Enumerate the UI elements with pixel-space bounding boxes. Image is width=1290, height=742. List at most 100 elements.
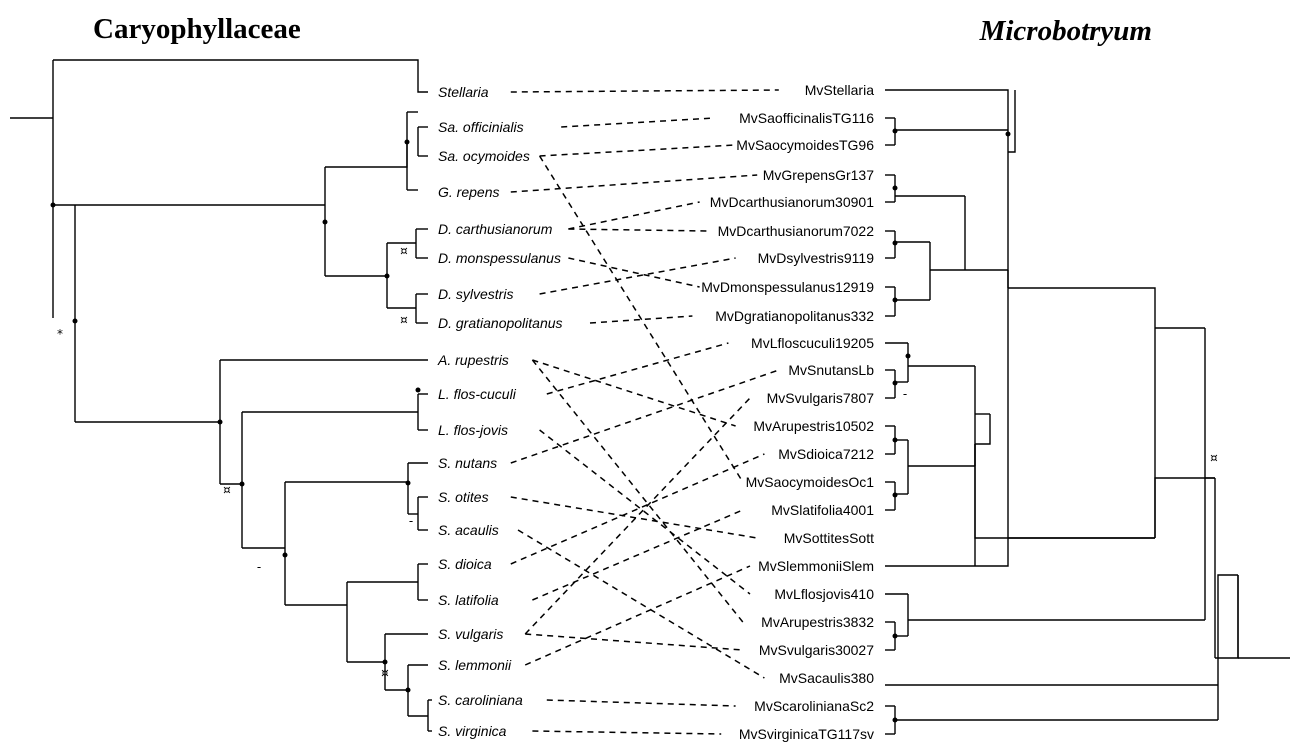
support-marks: * ¤ ¤ ¤ - - ¤ - ¤: [50, 128, 1218, 723]
host-label-sa-officinialis: Sa. officinialis: [438, 119, 524, 135]
host-label-s-caroliniana: S. caroliniana: [438, 692, 523, 708]
parasite-label-mvarupestris10502: MvArupestris10502: [753, 418, 874, 434]
support-mark-currency: ¤: [400, 313, 408, 327]
node-dot: [239, 481, 245, 487]
host-label-s-latifolia: S. latifolia: [438, 592, 499, 608]
parasite-branch: [1008, 287, 1156, 328]
association-link: [568, 228, 707, 232]
parasite-label-mvsacaulis380: MvSacaulis380: [779, 670, 874, 686]
association-link: [539, 429, 751, 595]
host-label-s-acaulis: S. acaulis: [438, 522, 499, 538]
parasite-label-mvsottitessott: MvSottitesSott: [784, 530, 874, 546]
association-link: [524, 565, 751, 666]
parasite-label-mvstellaria: MvStellaria: [805, 82, 874, 98]
support-mark-star: *: [57, 327, 63, 341]
node-dot: [217, 419, 223, 425]
parasite-label-mvslatifolia4001: MvSlatifolia4001: [771, 502, 874, 518]
parasite-label-mvdcarthusianorum7022: MvDcarthusianorum7022: [718, 223, 875, 239]
association-link: [531, 359, 744, 623]
host-labels: Stellaria Sa. officinialis Sa. ocymoides G.…: [437, 84, 563, 739]
host-label-d-sylvestris: D. sylvestris: [438, 286, 513, 302]
association-link: [510, 89, 779, 93]
node-dot: [404, 139, 410, 145]
association-link: [510, 369, 780, 464]
parasite-label-mvdmonspessulanus12919: MvDmonspessulanus12919: [701, 279, 874, 295]
parasite-label-mvsnutanslb: MvSnutansLb: [788, 362, 874, 378]
host-branch: [53, 59, 428, 93]
association-links: [510, 89, 780, 735]
association-link: [568, 201, 700, 230]
parasite-branch: [975, 270, 1009, 567]
support-mark-currency: ¤: [1210, 451, 1218, 465]
node-dot: [72, 318, 78, 324]
node-dot: [415, 387, 421, 393]
host-label-s-nutans: S. nutans: [438, 455, 497, 471]
host-label-sa-ocymoides: Sa. ocymoides: [438, 148, 530, 164]
association-link: [546, 342, 729, 395]
host-label-s-dioica: S. dioica: [438, 556, 492, 572]
parasite-label-mvslemmoniislem: MvSlemmoniiSlem: [758, 558, 874, 574]
support-mark-currency: ¤: [381, 666, 389, 680]
host-label-l-flos-cuculi: L. flos-cuculi: [438, 386, 517, 402]
association-link: [546, 699, 736, 707]
host-label-l-flos-jovis: L. flos-jovis: [438, 422, 508, 438]
parasite-labels: MvStellaria MvSaofficinalisTG116 MvSaocymo…: [701, 82, 874, 742]
node-dot: [892, 717, 898, 723]
parasite-branch: [1217, 574, 1238, 685]
association-link: [538, 155, 744, 483]
node-dot: [892, 492, 898, 498]
host-tree: [10, 59, 432, 732]
node-dot: [892, 297, 898, 303]
parasite-branch: [885, 89, 1009, 152]
node-dot: [322, 219, 328, 225]
parasite-label-mvsaocymoidesoc1: MvSaocymoidesOc1: [746, 474, 875, 490]
parasite-label-mvsvulgaris7807: MvSvulgaris7807: [767, 390, 875, 406]
node-dot: [382, 659, 388, 665]
support-mark-dash: -: [903, 387, 907, 401]
association-link: [539, 144, 736, 157]
parasite-label-mvdsylvestris9119: MvDsylvestris9119: [758, 250, 875, 266]
host-label-s-lemmonii: S. lemmonii: [438, 657, 512, 673]
association-link: [524, 397, 751, 635]
association-link: [568, 257, 700, 288]
host-label-d-gratianopolitanus: D. gratianopolitanus: [438, 315, 563, 331]
node-dot: [50, 202, 56, 208]
node-dot: [405, 480, 411, 486]
node-dot: [892, 128, 898, 134]
node-dot: [892, 633, 898, 639]
host-tree-title: Caryophyllaceae: [93, 13, 301, 45]
support-mark-dash: -: [409, 514, 413, 528]
parasite-branch: [974, 444, 1155, 539]
association-link: [525, 633, 743, 651]
association-link: [510, 453, 765, 565]
association-link: [561, 117, 715, 128]
node-dot: [905, 353, 911, 359]
association-link: [510, 496, 758, 539]
parasite-branch: [1154, 477, 1215, 538]
host-label-d-monspessulanus: D. monspessulanus: [438, 250, 561, 266]
node-dot: [892, 437, 898, 443]
parasite-branch: [975, 414, 991, 445]
parasite-label-mvlflosjovis410: MvLflosjovis410: [774, 586, 874, 602]
parasite-label-mvsvulgaris30027: MvSvulgaris30027: [759, 642, 874, 658]
node-dot: [892, 380, 898, 386]
node-dot: [892, 185, 898, 191]
node-dot: [892, 240, 898, 246]
host-label-g-repens: G. repens: [438, 184, 499, 200]
association-link: [510, 174, 758, 193]
parasite-label-mvscarolinianasc2: MvScarolinianaSc2: [754, 698, 874, 714]
host-label-s-vulgaris: S. vulgaris: [438, 626, 503, 642]
association-link: [532, 730, 722, 735]
node-dot: [282, 552, 288, 558]
parasite-label-mvsvirginicatg117sv: MvSvirginicaTG117sv: [739, 726, 874, 742]
node-dot: [405, 687, 411, 693]
parasite-label-mvdgratianopolitanus332: MvDgratianopolitanus332: [715, 308, 874, 324]
association-link: [539, 257, 736, 295]
host-label-a-rupestris: A. rupestris: [437, 352, 509, 368]
support-mark-dash: -: [257, 560, 261, 574]
host-label-d-carthusianorum: D. carthusianorum: [438, 221, 553, 237]
association-link: [532, 509, 744, 601]
association-link: [517, 529, 765, 679]
support-mark-currency: ¤: [400, 244, 408, 258]
